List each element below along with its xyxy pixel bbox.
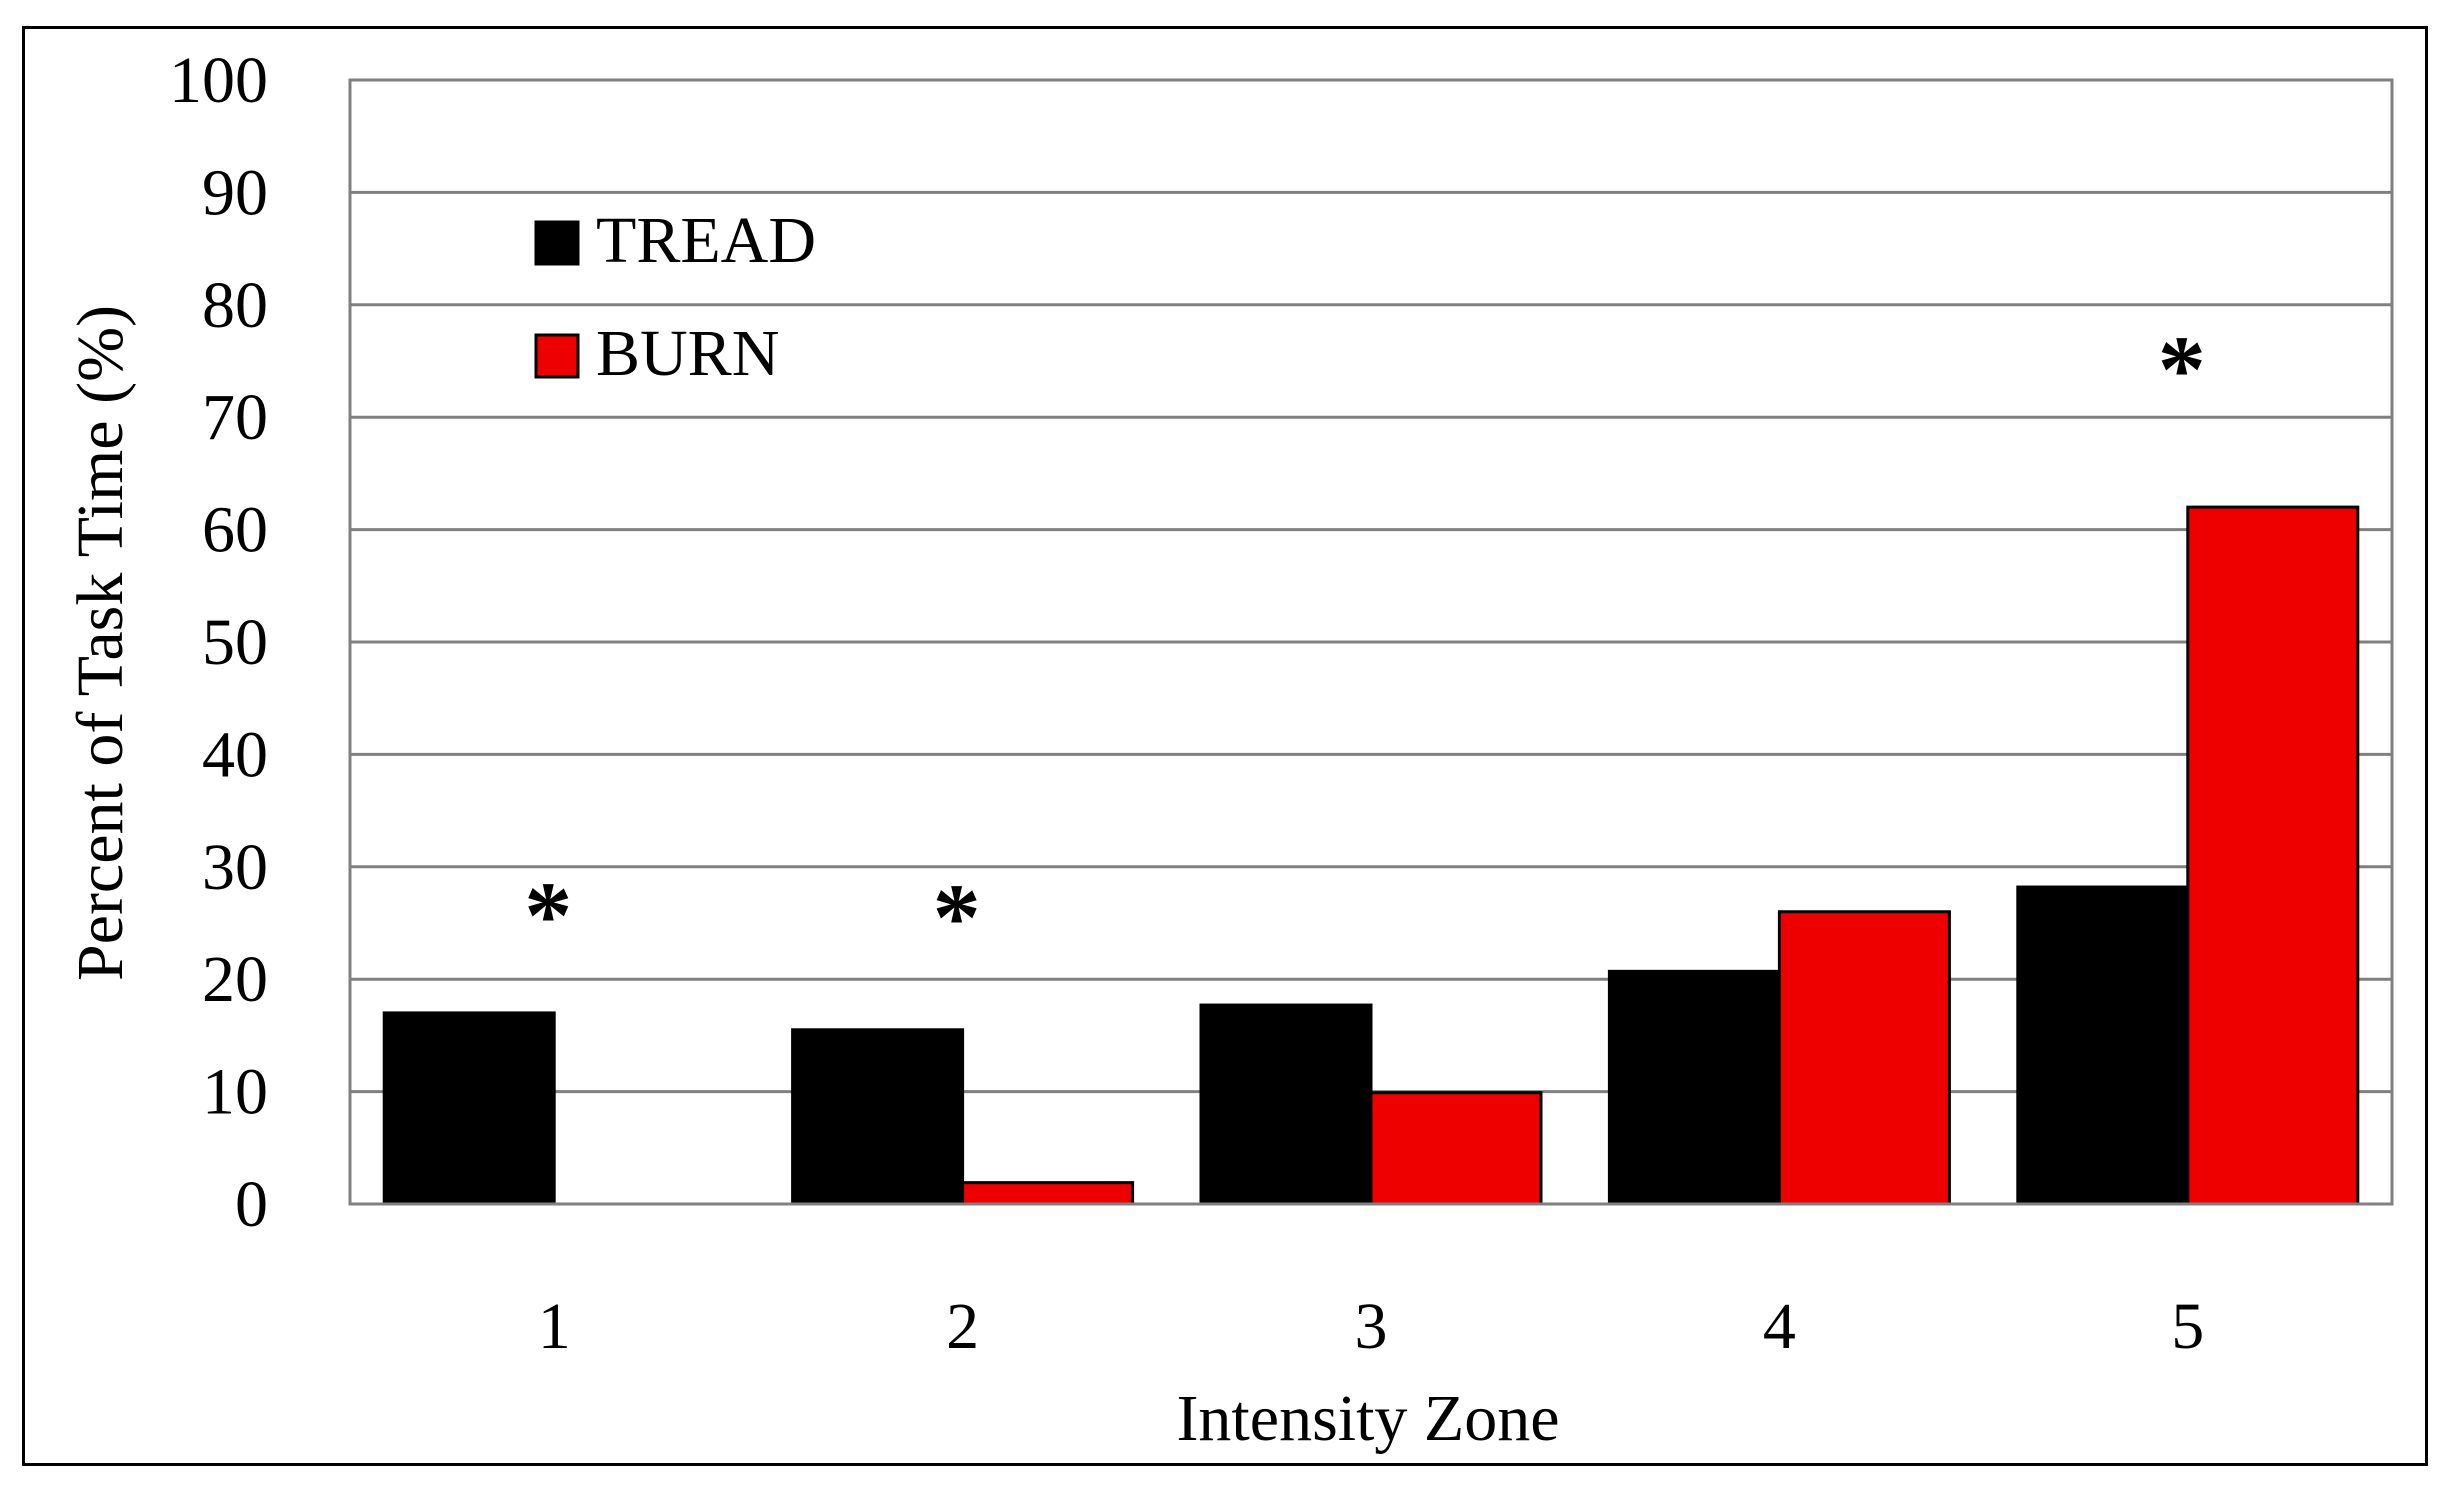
significance-marker: *: [933, 864, 981, 971]
bar-tread-4: [1607, 969, 1781, 1206]
significance-marker: *: [524, 862, 572, 969]
x-tick-label: 2: [946, 1290, 979, 1363]
legend: TREAD BURN: [534, 204, 816, 390]
y-tick-label: 90: [202, 156, 268, 229]
legend-swatch-tread: [534, 220, 580, 266]
bar-burn-2: [961, 1181, 1135, 1206]
y-tick-label: 50: [202, 606, 268, 679]
x-tick-label: 3: [1355, 1290, 1388, 1363]
y-tick-label: 60: [202, 494, 268, 567]
y-tick-label: 30: [202, 831, 268, 904]
x-axis-title: Intensity Zone: [1176, 1382, 1559, 1455]
y-tick-label: 80: [202, 269, 268, 342]
bar-tread-2: [791, 1028, 965, 1206]
y-tick-label: 70: [202, 381, 268, 454]
y-tick-labels: 0 10 20 30 40 50 60 70 80 90 100: [169, 44, 268, 1241]
annotations: * * *: [524, 316, 2206, 971]
bar-tread-3: [1199, 1003, 1373, 1206]
legend-label-burn: BURN: [596, 317, 779, 390]
chart-frame: [22, 26, 2428, 1466]
bar-burn-3: [1369, 1091, 1543, 1206]
bar-tread-5: [2016, 885, 2190, 1206]
significance-marker: *: [2158, 316, 2206, 423]
x-tick-label: 4: [1763, 1290, 1796, 1363]
legend-label-tread: TREAD: [596, 204, 816, 277]
y-tick-label: 40: [202, 718, 268, 791]
y-tick-label: 20: [202, 943, 268, 1016]
x-tick-label: 5: [2171, 1290, 2204, 1363]
bar-tread-1: [382, 1011, 556, 1206]
axes: [348, 78, 2394, 1206]
bars: [382, 505, 2360, 1206]
x-tick-label: 1: [538, 1290, 571, 1363]
y-tick-label: 100: [169, 44, 268, 117]
x-tick-labels: 1 2 3 4 5: [538, 1290, 2205, 1363]
y-tick-label: 0: [235, 1168, 268, 1241]
y-axis-title: Percent of Task Time (%): [64, 305, 137, 981]
bar-burn-4: [1777, 910, 1951, 1206]
y-tick-label: 10: [202, 1056, 268, 1129]
bar-burn-5: [2186, 505, 2360, 1206]
legend-swatch-burn: [534, 333, 580, 379]
